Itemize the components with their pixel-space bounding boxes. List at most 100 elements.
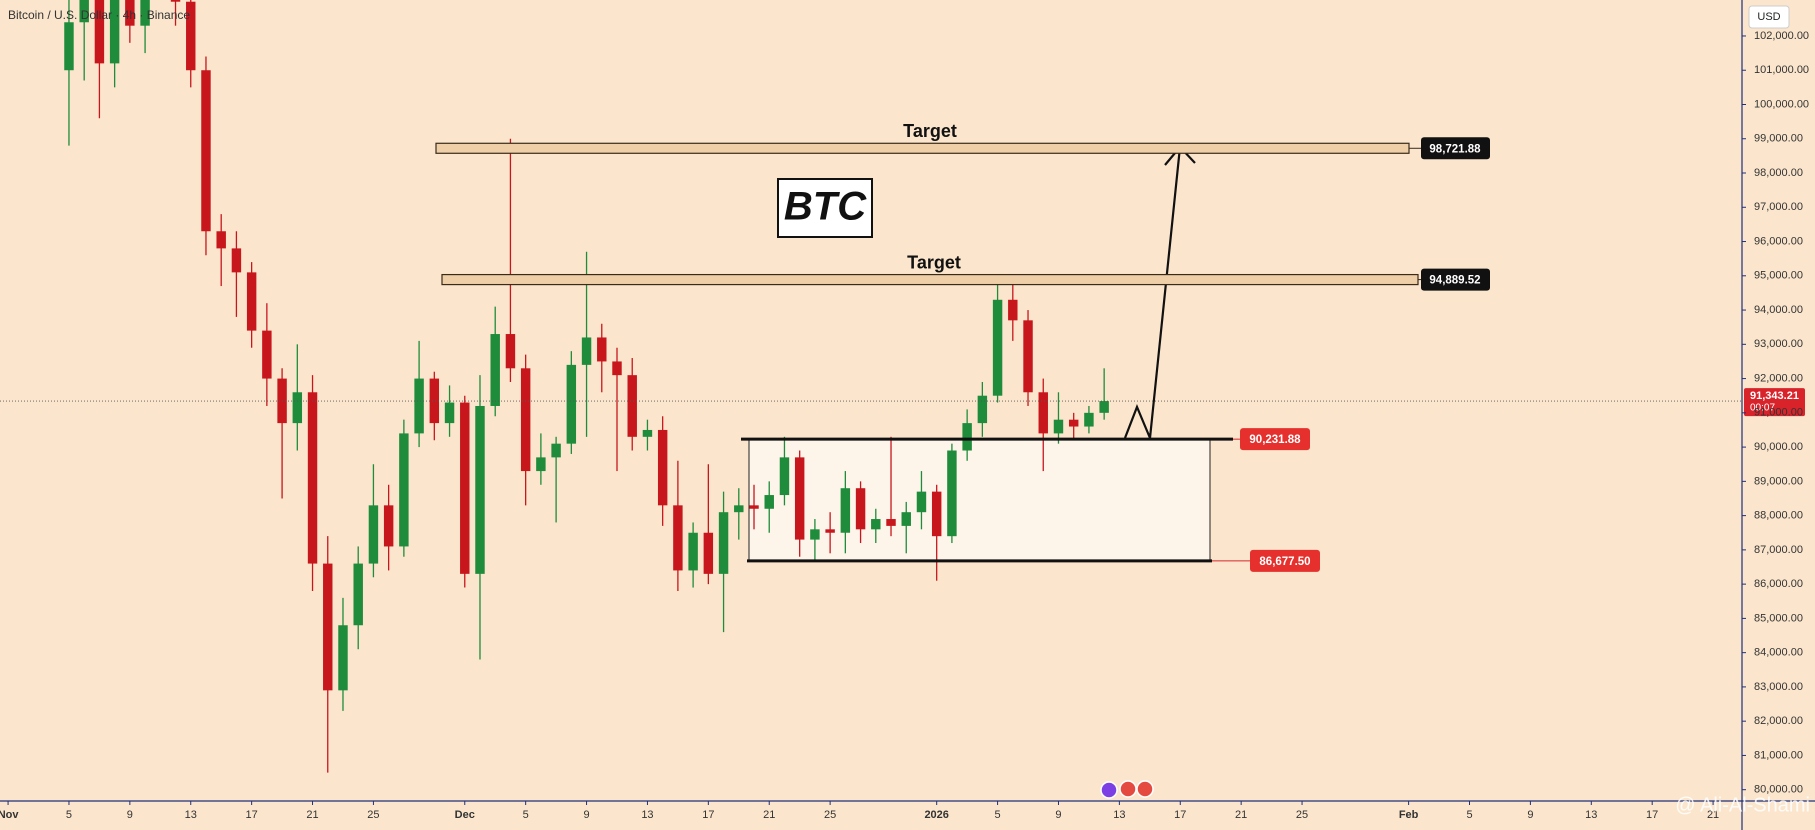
y-tick-label: 81,000.00 [1754,749,1803,761]
currency-label[interactable]: USD [1757,11,1780,23]
candle-body [520,368,531,472]
candle-body [262,330,272,379]
icon[interactable] [1100,781,1118,799]
candle-body [429,378,440,424]
annotations-back [748,438,1211,562]
x-tick-label: 13 [185,809,197,821]
price-tag [1421,268,1490,291]
price-tag-label: 98,721.88 [1429,143,1481,155]
icon[interactable] [1119,780,1137,798]
candle-body [840,488,851,533]
x-tick-label: Nov [0,809,19,821]
y-tick-label: 87,000.00 [1754,544,1803,556]
candle-body [475,405,485,574]
x-tick-label: 17 [1646,809,1658,821]
candle-body [125,0,135,26]
y-tick-label: 97,000.00 [1754,201,1803,213]
title-box [777,178,873,238]
candle-body [779,457,790,496]
y-tick-label: 102,000.00 [1754,30,1809,42]
y-tick-label: 101,000.00 [1754,64,1809,76]
candle-body [825,529,835,533]
y-tick-label: 95,000.00 [1754,270,1803,282]
candle-body [1084,412,1094,427]
y-tick-label: 99,000.00 [1754,133,1803,145]
candle-body [1099,401,1109,413]
y-tick-label: 90,000.00 [1754,441,1803,453]
candle-body [216,231,226,249]
x-tick-label: 9 [127,809,133,821]
candle-body [292,392,303,424]
candle-body [444,402,455,424]
x-tick-label: 25 [367,809,379,821]
y-tick-label: 85,000.00 [1754,612,1803,624]
x-tick-label: 17 [246,809,258,821]
candle-body [992,299,1003,396]
x-tick-label: 9 [1527,809,1533,821]
candle-body [1053,419,1064,434]
candle-body [64,22,74,71]
candle-body [399,433,409,547]
symbol-title: Bitcoin / U.S. Dollar · 4h · Binance [8,8,190,22]
x-tick-label: 21 [1707,809,1719,821]
candle-body [246,272,257,331]
candle-body [886,519,896,526]
target-label: Target [903,121,957,141]
candle-body [673,505,683,571]
x-tick-label: Feb [1399,809,1419,821]
x-tick-label: 25 [1296,809,1308,821]
candle-body [1038,392,1048,434]
candle-body [718,512,729,574]
candle-body [855,488,866,530]
x-tick-label: 9 [1055,809,1061,821]
x-tick-label: 5 [1466,809,1472,821]
x-tick-label: 13 [641,809,653,821]
candle-body [901,512,911,526]
range-tag-label: 90,231.88 [1249,434,1301,446]
candle-body [977,395,988,424]
x-tick-label: 5 [995,809,1001,821]
candle-body [109,0,120,64]
candle-body [688,532,698,571]
candle-body [703,532,714,574]
indicator-icons [1100,780,1154,799]
projection-arrow [1123,146,1182,439]
y-tick-label: 92,000.00 [1754,372,1803,384]
currency-button[interactable] [1748,5,1790,29]
candle-body [368,505,379,564]
current-price-tag [1744,388,1805,417]
candle-body [505,334,516,369]
candle-body [566,364,577,444]
y-tick-label: 86,000.00 [1754,578,1803,590]
candle-body [947,450,957,537]
candle-body [338,625,348,691]
candle-body [657,429,668,506]
candle-body [871,519,881,530]
range-tag [1240,428,1310,451]
candle-body [749,505,759,509]
y-tick-label: 80,000.00 [1754,784,1803,796]
candle-body [323,563,333,691]
price-tag-label: 94,889.52 [1429,275,1480,287]
candle-body [490,334,500,406]
target-zone [441,273,1419,286]
y-tick-label: 88,000.00 [1754,510,1803,522]
y-tick-label: 83,000.00 [1754,681,1803,693]
y-tick-label: 89,000.00 [1754,475,1803,487]
candle-body [460,402,470,574]
candle-body [597,337,607,362]
candle-body [536,457,546,472]
target-label: Target [907,252,961,272]
candle-body [186,1,196,71]
x-tick-label: 17 [1174,809,1186,821]
candle-body [170,0,181,2]
candle-body [764,495,774,509]
y-tick-label: 96,000.00 [1754,235,1803,247]
y-tick-label: 91,000.00 [1754,407,1803,419]
candle-body [201,70,211,232]
icon[interactable] [1136,780,1154,798]
x-tick-label: 2026 [924,809,948,821]
